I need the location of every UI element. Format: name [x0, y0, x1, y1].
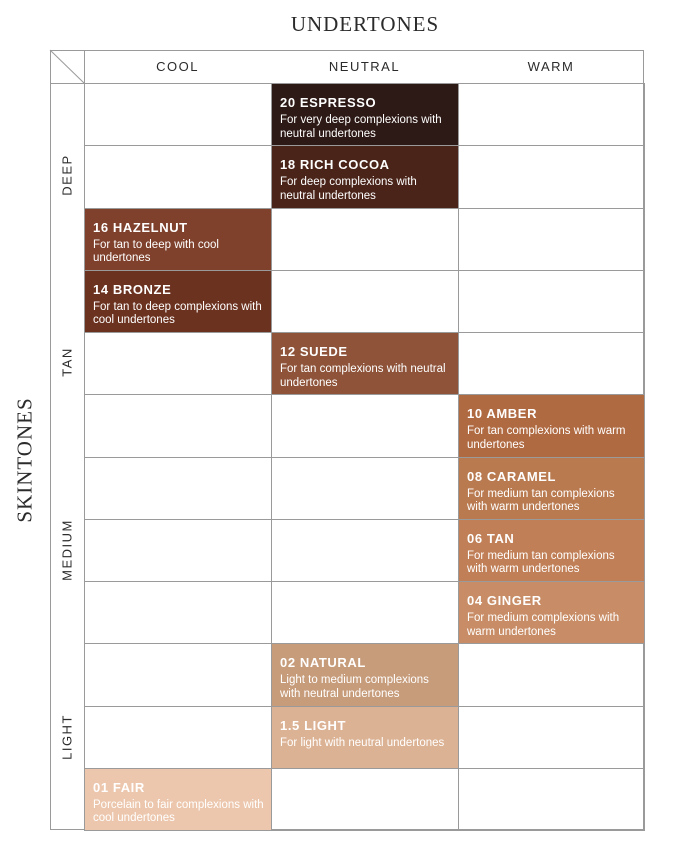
grid-cell [84, 83, 272, 147]
shade-cell: 10 AMBER For tan complexions with warm un… [459, 395, 644, 457]
grid-cell [271, 269, 459, 333]
grid-cell [271, 518, 459, 582]
grid-cell [271, 332, 459, 396]
grid-cell [458, 705, 645, 769]
shade-description: For tan to deep with cool undertones [93, 238, 219, 265]
column-header: NEUTRAL [328, 59, 401, 74]
grid-cell [271, 145, 459, 209]
shade-name: 1.5 LIGHT [280, 717, 347, 733]
shade-cell: 12 SUEDE For tan complexions with neutral… [272, 333, 458, 395]
grid-cell [458, 269, 645, 333]
grid-cell [84, 643, 272, 707]
shade-name: 08 CARAMEL [467, 468, 557, 484]
shade-description: For deep complexions with neutral undert… [280, 176, 417, 202]
shade-description: Light to medium complexions with neutral… [280, 674, 429, 700]
grid-cell [84, 581, 272, 645]
grid-cell [271, 767, 459, 831]
grid-cell [458, 581, 645, 645]
shade-name: 01 FAIR [93, 779, 145, 795]
shade-cell: 08 CARAMEL For medium tan complexions wit… [459, 457, 644, 519]
shade-description: Porcelain to fair complexions with cool … [93, 798, 264, 825]
shade-name: 14 BRONZE [93, 281, 172, 297]
grid-cell [458, 207, 645, 271]
grid-cell [271, 83, 459, 147]
shade-description: For medium tan complexions with warm und… [467, 487, 615, 514]
shade-cell: 01 FAIR Porcelain to fair complexions wit… [85, 768, 271, 830]
grid-cell [271, 394, 459, 458]
grid-cell [84, 456, 272, 520]
shade-description: For tan complexions with neutral underto… [280, 363, 446, 389]
grid-cell [458, 456, 645, 520]
grid-cell [84, 145, 272, 209]
row-group-label: LIGHT [59, 714, 75, 760]
shade-name: 20 ESPRESSO [280, 95, 377, 110]
column-header: COOL [156, 59, 199, 74]
grid-cell [271, 456, 459, 520]
grid-cell [271, 207, 459, 271]
shade-name: 02 NATURAL [280, 655, 366, 671]
row-group-label: MEDIUM [59, 519, 75, 581]
shade-name: 16 HAZELNUT [93, 219, 188, 235]
title: UNDERTONES [290, 12, 440, 36]
grid-cell [458, 394, 645, 458]
shade-description: For light with neutral undertones [280, 736, 445, 749]
shade-description: For medium complexions with warm underto… [467, 612, 620, 638]
grid-cell [458, 145, 645, 209]
grid-cell [84, 207, 272, 271]
shade-name: 04 GINGER [467, 593, 542, 608]
grid-cell [271, 643, 459, 707]
shade-name: 06 TAN [467, 530, 515, 546]
shade-cell: 06 TAN For medium tan complexions with wa… [459, 519, 644, 581]
diagonal [49, 49, 85, 84]
shade-cell: 20 ESPRESSO For very deep complexions wit… [272, 84, 458, 146]
shade-cell: 14 BRONZE For tan to deep complexions wit… [85, 270, 271, 332]
row-group-label: TAN [59, 347, 75, 377]
grid-cell [458, 767, 645, 831]
grid-cell [458, 83, 645, 147]
grid-cell [458, 643, 645, 707]
shade-name: 10 AMBER [467, 406, 538, 422]
shade-description: For medium tan complexions with warm und… [467, 549, 615, 576]
shade-description: For tan complexions with warm undertones [467, 425, 626, 451]
shade-cell: 02 NATURAL Light to medium complexions wi… [272, 644, 458, 706]
shade-name: 18 RICH COCOA [280, 157, 390, 173]
shade-cell: 04 GINGER For medium complexions with war… [459, 582, 644, 644]
grid-cell [84, 705, 272, 769]
grid-cell [458, 518, 645, 582]
grid-cell [458, 332, 645, 396]
grid-cell [271, 581, 459, 645]
grid-cell [84, 394, 272, 458]
grid-cell [84, 332, 272, 396]
shade-name: 12 SUEDE [280, 344, 348, 359]
grid-cell [84, 269, 272, 333]
grid-cell [84, 767, 272, 831]
shade-cell: 1.5 LIGHT For light with neutral underton… [272, 706, 458, 768]
grid-cell [84, 518, 272, 582]
grid-cell [271, 705, 459, 769]
shade-description: For very deep complexions with neutral u… [280, 114, 442, 140]
row-group-label: DEEP [59, 154, 75, 196]
shade-cell: 18 RICH COCOA For deep complexions with n… [272, 146, 458, 208]
column-header: WARM [527, 59, 575, 74]
shade-cell: 16 HAZELNUT For tan to deep with cool und… [85, 208, 271, 270]
shade-description: For tan to deep complexions with cool un… [93, 300, 262, 327]
